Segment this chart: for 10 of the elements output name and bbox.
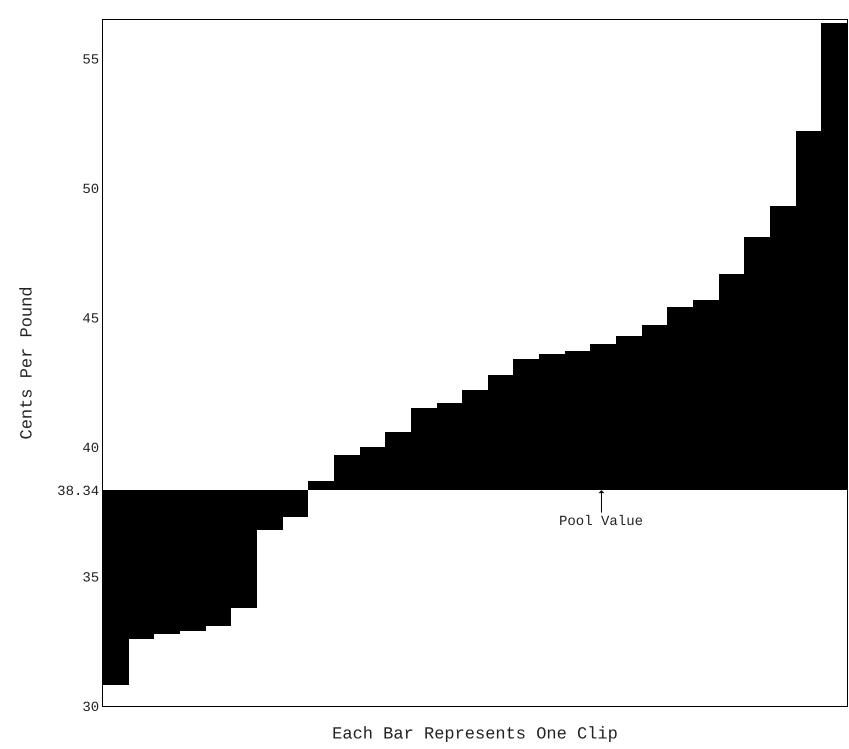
y-tick-label: 30 <box>82 700 100 716</box>
y-tick-label: 35 <box>82 570 100 586</box>
y-tick-label: 40 <box>82 441 100 458</box>
y-tick-label: 38.34 <box>57 484 100 500</box>
annotation: Pool Value <box>559 514 644 530</box>
x-axis-title: Each Bar Represents One Clip <box>332 725 618 744</box>
y-tick-label: 50 <box>82 182 100 198</box>
y-tick-label: 45 <box>82 312 100 328</box>
y-tick-label: 55 <box>82 52 100 69</box>
y-axis-title: Cents Per Pound <box>18 286 38 440</box>
